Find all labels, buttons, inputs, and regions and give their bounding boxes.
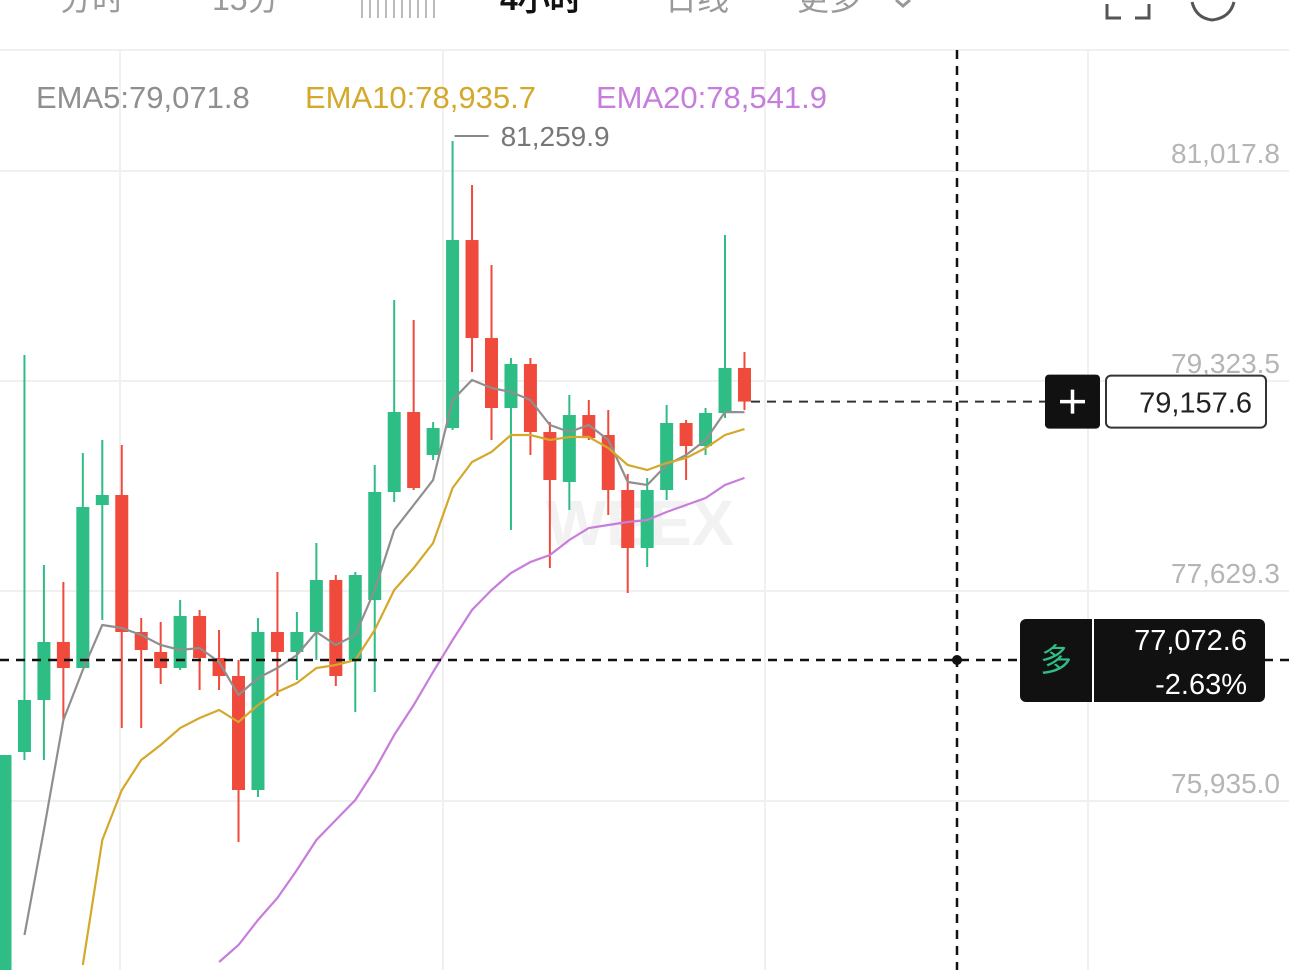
candle-body [95, 495, 109, 506]
candle-body [407, 412, 421, 489]
y-tick-label: 75,935.0 [1171, 768, 1280, 799]
last-price-box [1105, 374, 1267, 429]
y-tick-label: 79,323.5 [1171, 348, 1280, 379]
candle-body [251, 632, 265, 791]
candle-body [115, 495, 129, 633]
candle-body [485, 338, 498, 409]
candle-body [17, 700, 31, 753]
candle-body [699, 413, 713, 447]
tab[interactable]: 更多 [797, 0, 861, 17]
candle-body [504, 364, 518, 409]
candle-body [290, 632, 304, 653]
ema-line [81, 428, 745, 966]
candle-body [368, 492, 382, 601]
last-price-label: 79,157.6 [1139, 388, 1252, 420]
ema-line [218, 476, 745, 963]
expand-icon[interactable] [1105, 4, 1151, 20]
tab[interactable]: 分时 [60, 0, 124, 17]
candle-body [523, 364, 537, 433]
candle-body [348, 575, 362, 661]
crosshair-box [1020, 619, 1265, 703]
max-marker-label: 81,259.9 [501, 121, 610, 152]
tab-bar: 分时 15分 4小时 日线 更多 [60, 0, 1236, 22]
candle-body [76, 507, 90, 669]
indicator-icon[interactable] [361, 0, 435, 18]
crosshair-side: 多 [1040, 642, 1072, 678]
candle-body [329, 580, 343, 677]
legend-entry: EMA20:78,541.9 [596, 80, 827, 115]
candle-body [387, 412, 401, 493]
candle-body [582, 415, 596, 439]
candle-body [232, 676, 246, 791]
candle-body [270, 632, 284, 653]
chevron [895, 0, 911, 8]
crosshair-dot [952, 655, 962, 666]
candle-body [37, 642, 51, 701]
candle-body [465, 240, 479, 339]
y-tick-label: 81,017.8 [1171, 138, 1280, 169]
plot [0, 140, 751, 970]
plus-icon [1060, 389, 1085, 414]
vertical-grid [119, 50, 1089, 970]
candle-body [601, 435, 615, 491]
overlay: 81,259.9 79,157.6 多 77,072.6 -2.63% [0, 50, 1289, 970]
candle-body [56, 642, 70, 669]
candle-body [543, 432, 557, 481]
legend: EMA5:79,071.8 EMA10:78,935.7 EMA20:78,541.… [36, 80, 827, 115]
candle-body [621, 490, 635, 549]
y-tick-label: 77,629.3 [1171, 558, 1280, 589]
candle-body [212, 658, 226, 677]
legend-entry: EMA5:79,071.8 [36, 80, 250, 115]
candle-body [737, 368, 751, 402]
crosshair-price: 77,072.6 [1134, 625, 1247, 657]
candle-body [718, 368, 732, 414]
grid: 81,017.8 79,323.5 77,629.3 75,935.0 [0, 138, 1289, 803]
legend-entry: EMA10:78,935.7 [305, 80, 536, 115]
tab[interactable]: 15分 [212, 0, 280, 17]
tab-active[interactable]: 4小时 [500, 0, 582, 17]
tab[interactable]: 日线 [665, 0, 729, 17]
candle-body [660, 423, 674, 491]
settings-icon[interactable] [1190, 1, 1236, 22]
candle-body [173, 616, 187, 669]
candle-body [309, 580, 323, 633]
candle-body [426, 428, 440, 456]
crosshair-change: -2.63% [1155, 669, 1247, 701]
candle-body [0, 755, 12, 970]
ema-line [23, 378, 745, 936]
candle-body [679, 423, 693, 447]
candle-body [446, 240, 460, 429]
candle-body [562, 415, 576, 483]
